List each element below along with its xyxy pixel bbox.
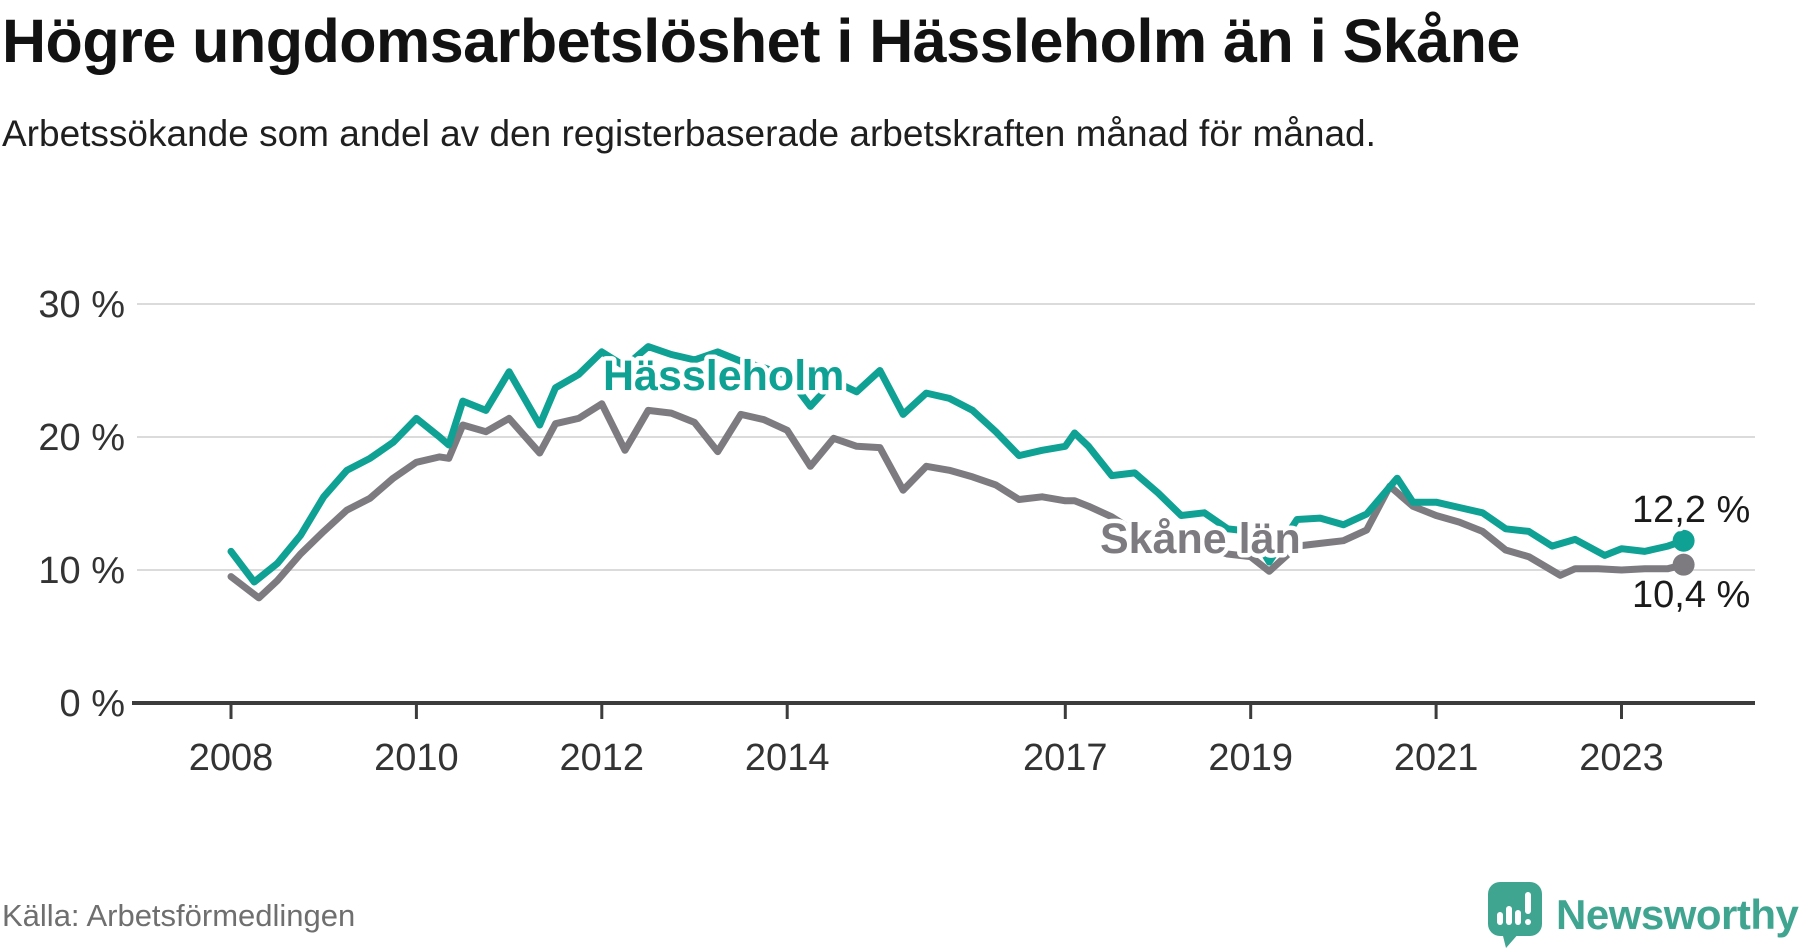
end-value-label-skane: 10,4 % <box>1632 574 1750 616</box>
x-axis-tick-label: 2010 <box>374 737 459 779</box>
logo-exclamation-bar <box>1525 892 1531 914</box>
x-axis-tick-label: 2021 <box>1394 737 1479 779</box>
series-end-dot-hassleholm <box>1672 529 1695 552</box>
brand-name: Newsworthy <box>1556 891 1799 938</box>
newsworthy-brand: Newsworthy <box>1488 882 1799 948</box>
series-line-hassleholm <box>227 343 1688 586</box>
logo-bar-2 <box>1506 906 1512 925</box>
logo-bar-1 <box>1497 912 1503 925</box>
newsworthy-logo-icon <box>1488 882 1542 948</box>
y-axis-tick-label: 10 % <box>38 550 125 592</box>
series-line-skane <box>227 400 1688 602</box>
y-axis-tick-label: 20 % <box>38 417 125 459</box>
unemployment-line-chart: 30 % 20 % 10 % 0 % 2008 2010 2012 2014 2017 2019 2… <box>38 284 1755 779</box>
logo-bar-3 <box>1515 910 1521 925</box>
logo-exclamation-dot <box>1525 919 1531 925</box>
x-axis-tick-label: 2012 <box>560 737 645 779</box>
x-axis-tick-label: 2014 <box>745 737 830 779</box>
logo-bubble-tail <box>1502 932 1520 948</box>
x-axis-tick-label: 2008 <box>189 737 274 779</box>
x-axis-tick-label: 2019 <box>1208 737 1293 779</box>
y-axis-tick-label: 0 % <box>60 683 125 725</box>
series-end-dot-skane <box>1672 553 1695 576</box>
x-axis-tick-label: 2017 <box>1023 737 1108 779</box>
series-label-skane: Skåne län <box>1100 515 1301 563</box>
chart-subtitle: Arbetssökande som andel av den registerb… <box>2 113 1376 154</box>
logo-bubble <box>1488 882 1542 936</box>
source-note: Källa: Arbetsförmedlingen <box>2 898 356 933</box>
series-label-hassleholm: Hässleholm <box>603 352 844 400</box>
y-axis-tick-label: 30 % <box>38 284 125 326</box>
end-value-label-hassleholm: 12,2 % <box>1632 489 1750 531</box>
chart-title: Högre ungdomsarbetslöshet i Hässleholm ä… <box>2 7 1520 75</box>
x-axis-tick-label: 2023 <box>1579 737 1664 779</box>
